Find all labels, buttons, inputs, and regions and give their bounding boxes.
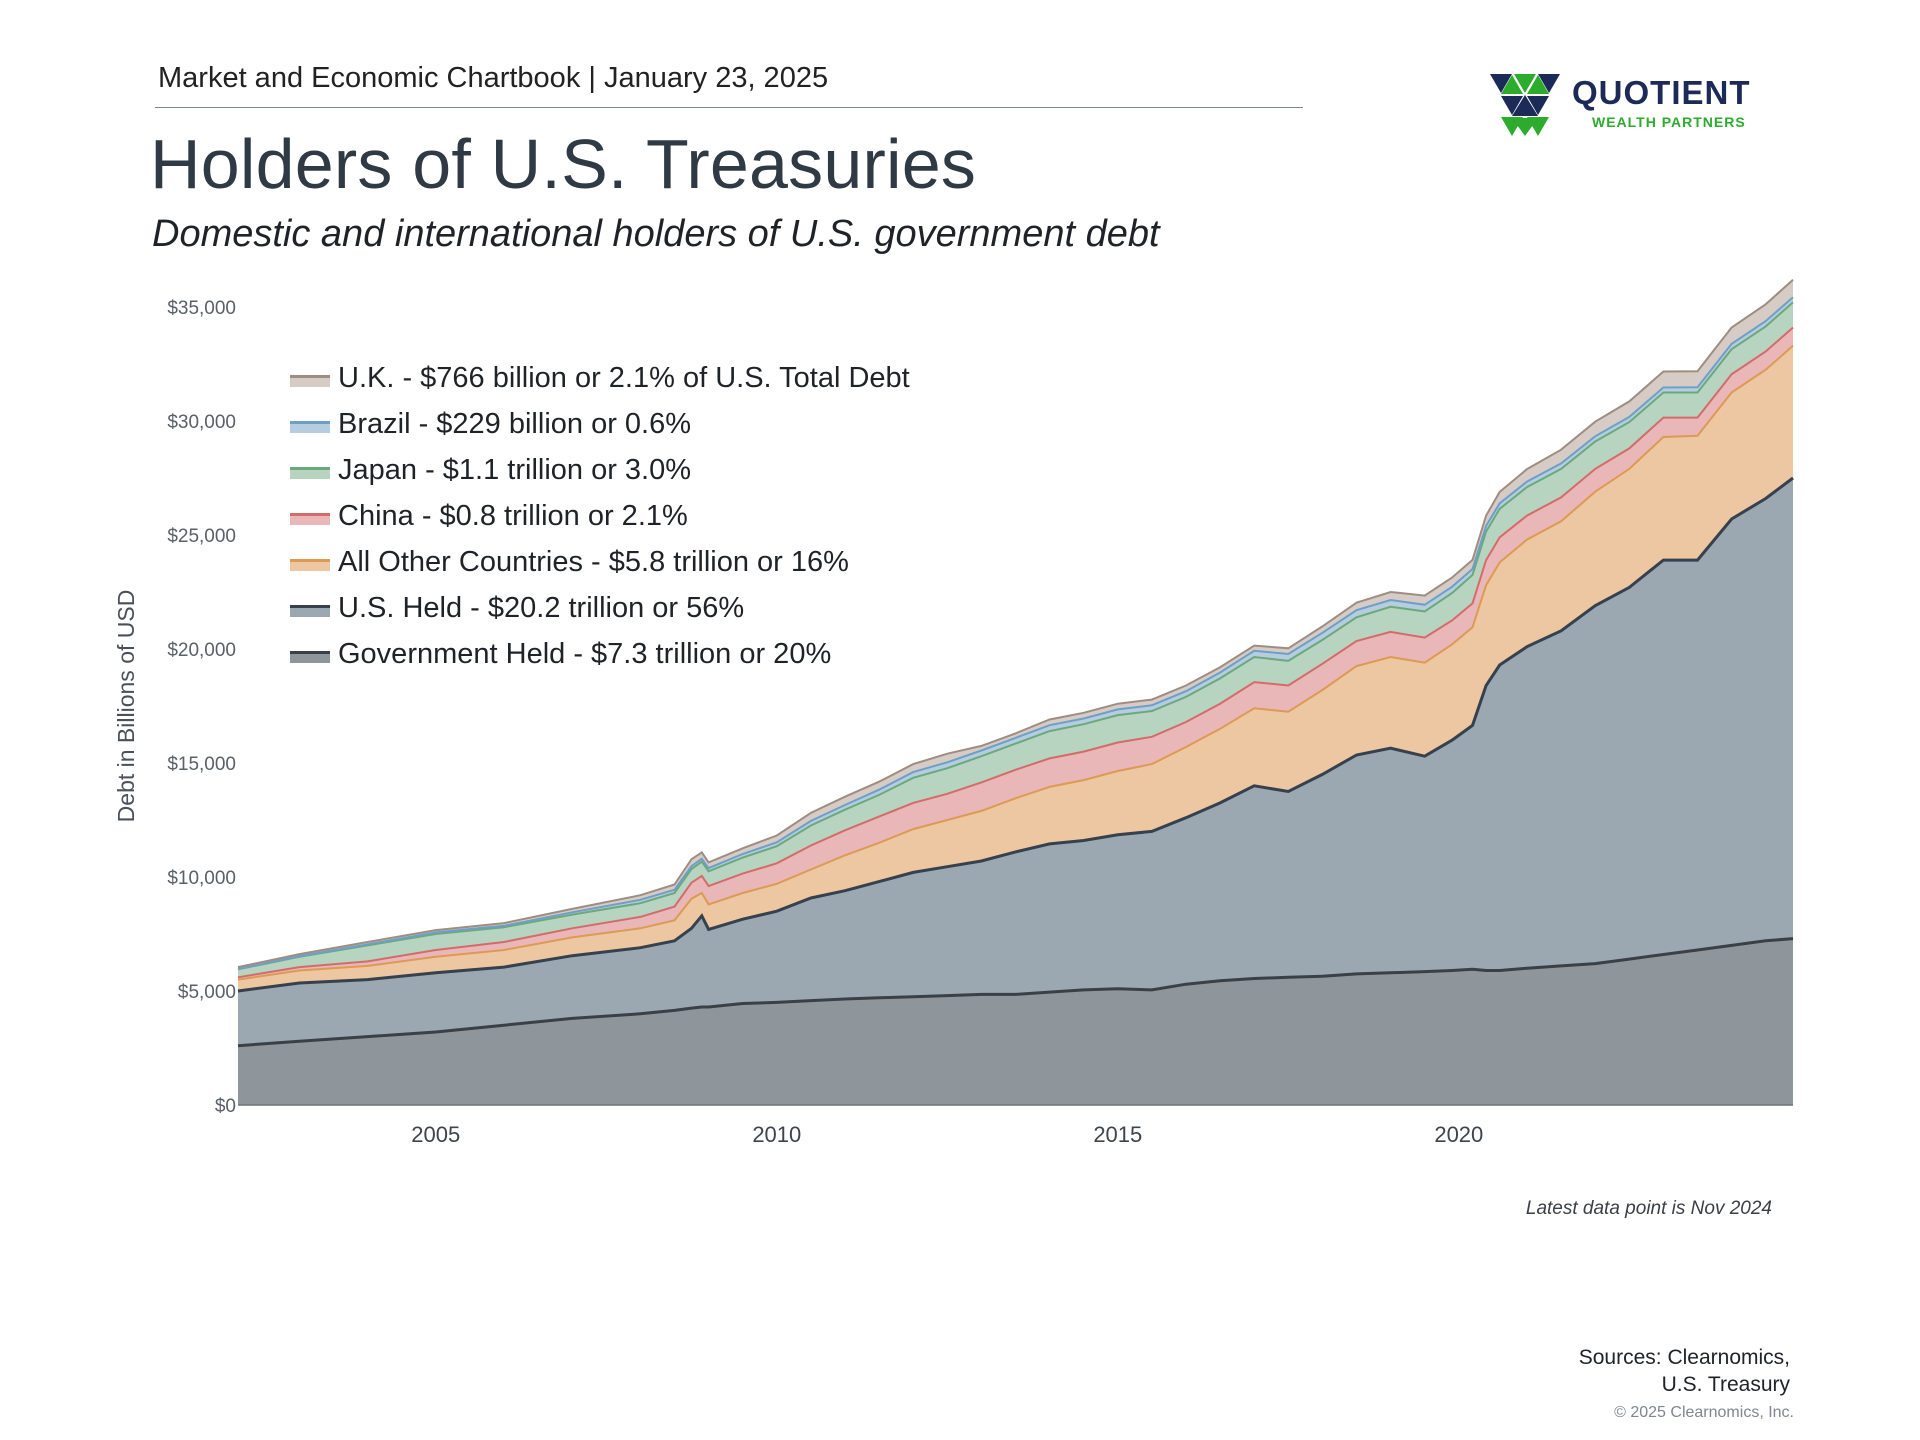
header-divider	[155, 107, 1303, 108]
line-government-held	[237, 937, 1794, 1048]
legend-label: Government Held - $7.3 trillion or 20%	[338, 638, 832, 670]
y-tick-label: $0	[215, 1096, 236, 1117]
legend-label: U.K. - $766 billion or 2.1% of U.S. Tota…	[338, 362, 910, 394]
line-brazil	[237, 296, 1794, 970]
legend-label: U.S. Held - $20.2 trillion or 56%	[338, 592, 745, 624]
quotient-logo-icon	[1490, 74, 1560, 136]
legend-swatch	[290, 513, 330, 525]
line-japan	[237, 301, 1794, 971]
line-china	[237, 326, 1794, 979]
y-tick-label: $20,000	[167, 640, 236, 661]
legend-label: Japan - $1.1 trillion or 3.0%	[338, 454, 692, 486]
legend-swatch	[290, 559, 330, 571]
y-tick-label: $25,000	[167, 526, 236, 547]
legend-swatch	[290, 467, 330, 479]
area-government-held	[238, 938, 1793, 1105]
legend-label: China - $0.8 trillion or 2.1%	[338, 500, 688, 532]
logo-tagline: WEALTH PARTNERS	[1592, 114, 1746, 130]
y-axis-label: Debt in Billions of USD	[113, 590, 139, 823]
sources-line-1: Sources: Clearnomics,	[1578, 1346, 1790, 1369]
page-subtitle: Domestic and international holders of U.…	[152, 213, 1160, 255]
y-tick-label: $10,000	[167, 868, 236, 889]
line-uk	[237, 279, 1794, 969]
quotient-logo: QUOTIENT WEALTH PARTNERS	[1490, 74, 1780, 136]
legend-label: Brazil - $229 billion or 0.6%	[338, 408, 692, 440]
legend-label: All Other Countries - $5.8 trillion or 1…	[338, 546, 849, 578]
x-tick-label: 2010	[752, 1122, 801, 1147]
area-us-held	[238, 478, 1793, 1046]
legend-swatch	[290, 421, 330, 433]
x-tick-label: 2015	[1093, 1122, 1142, 1147]
legend-swatch	[290, 375, 330, 387]
chartbook-kicker: Market and Economic Chartbook | January …	[158, 62, 829, 94]
line-all-other-countries	[237, 345, 1794, 981]
x-tick-label: 2005	[411, 1122, 460, 1147]
logo-wordmark: QUOTIENT	[1572, 74, 1751, 111]
sources-line-2: U.S. Treasury	[1661, 1373, 1790, 1396]
y-tick-label: $35,000	[167, 298, 236, 319]
sources-text: Sources: Clearnomics, U.S. Treasury	[1579, 1344, 1790, 1398]
page-title: Holders of U.S. Treasuries	[150, 125, 977, 203]
line-us-held	[237, 476, 1794, 993]
latest-data-note: Latest data point is Nov 2024	[1525, 1198, 1772, 1219]
x-tick-label: 2020	[1434, 1122, 1483, 1147]
y-tick-label: $5,000	[178, 982, 236, 1003]
legend-swatch	[290, 605, 330, 617]
area-all-other-countries	[238, 345, 1793, 991]
y-tick-label: $15,000	[167, 754, 236, 775]
y-tick-label: $30,000	[167, 412, 236, 433]
legend-swatch	[290, 651, 330, 663]
copyright-text: © 2025 Clearnomics, Inc.	[1614, 1404, 1794, 1421]
